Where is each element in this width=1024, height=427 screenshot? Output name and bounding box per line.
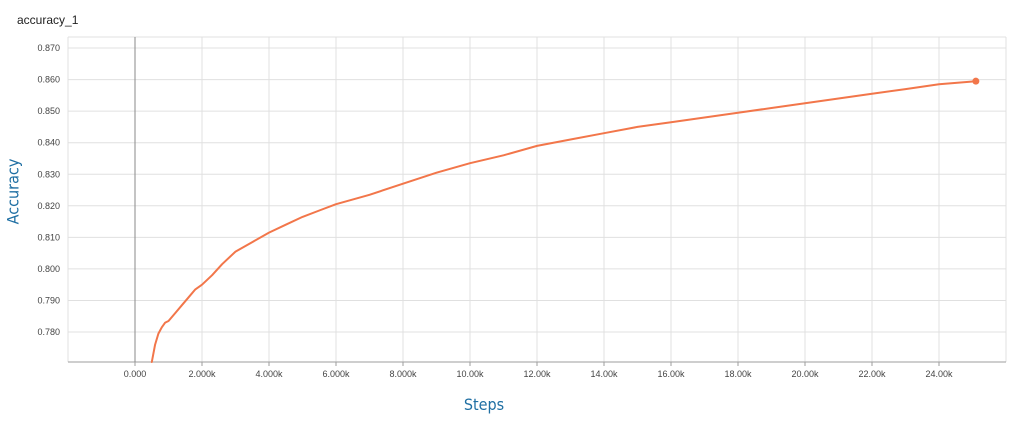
x-axis-label: Steps (463, 395, 505, 414)
y-tick-labels: 0.780 0.790 0.800 0.810 0.820 0.830 0.840 0.850… (37, 43, 60, 337)
y-tick-label: 0.820 (37, 201, 60, 211)
y-tick-label: 0.840 (37, 138, 60, 148)
axes (68, 37, 1006, 366)
x-tick-label: 6.000k (322, 369, 350, 379)
y-tick-label: 0.850 (37, 106, 60, 116)
x-tick-label: 18.00k (724, 369, 752, 379)
grid-lines (67, 36, 1007, 362)
x-tick-label: 22.00k (858, 369, 886, 379)
y-tick-label: 0.860 (37, 75, 60, 85)
y-tick-label: 0.780 (37, 327, 60, 337)
series-layer (150, 77, 980, 363)
chart-title: accuracy_1 (17, 13, 79, 27)
x-tick-label: 14.00k (590, 369, 618, 379)
x-tick-label: 10.00k (456, 369, 484, 379)
y-tick-label: 0.790 (37, 295, 60, 305)
x-tick-label: 12.00k (523, 369, 551, 379)
x-tick-label: 0.000 (124, 369, 147, 379)
y-tick-label: 0.830 (37, 169, 60, 179)
y-tick-label: 0.870 (37, 43, 60, 53)
x-tick-label: 2.000k (188, 369, 216, 379)
x-tick-label: 8.000k (389, 369, 417, 379)
y-tick-label: 0.800 (37, 264, 60, 274)
y-tick-label: 0.810 (37, 232, 60, 242)
series-line (150, 80, 977, 363)
series-end-point (972, 77, 980, 85)
x-tick-label: 24.00k (925, 369, 953, 379)
x-tick-labels: 0.000 2.000k 4.000k 6.000k 8.000k 10.00k 12.00… (124, 369, 953, 379)
x-tick-label: 16.00k (657, 369, 685, 379)
x-tick-label: 4.000k (255, 369, 283, 379)
x-tick-label: 20.00k (791, 369, 819, 379)
